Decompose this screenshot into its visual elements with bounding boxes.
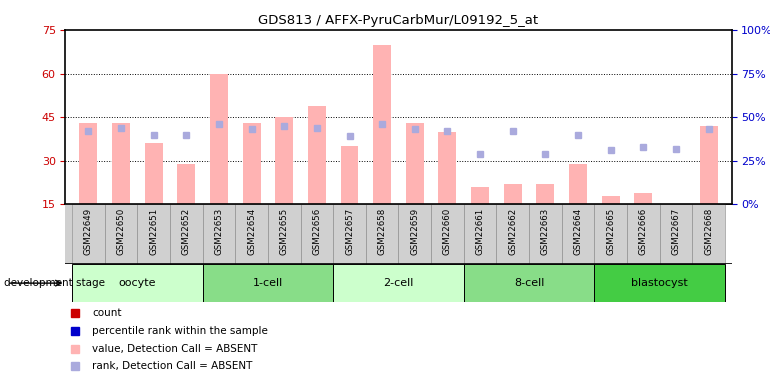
Text: GSM22662: GSM22662 (508, 207, 517, 255)
Bar (627, 204, 660, 264)
Text: GSM22663: GSM22663 (541, 207, 550, 255)
Text: GSM22660: GSM22660 (443, 207, 452, 255)
Bar (471, 187, 489, 204)
Bar (373, 45, 391, 204)
Bar (170, 204, 203, 264)
Bar (308, 106, 326, 204)
Text: blastocyst: blastocyst (631, 278, 688, 288)
Bar (660, 204, 692, 264)
Text: 2-cell: 2-cell (383, 278, 413, 288)
Text: GSM22655: GSM22655 (280, 207, 289, 255)
Bar (203, 264, 333, 302)
Text: GSM22661: GSM22661 (476, 207, 484, 255)
Bar (537, 184, 554, 204)
Text: GSM22653: GSM22653 (214, 207, 223, 255)
Text: GSM22658: GSM22658 (377, 207, 387, 255)
Bar (105, 204, 137, 264)
Text: value, Detection Call = ABSENT: value, Detection Call = ABSENT (92, 344, 257, 354)
Text: GSM22651: GSM22651 (149, 207, 158, 255)
Bar (594, 204, 627, 264)
Bar (137, 204, 170, 264)
Bar (79, 123, 97, 204)
Bar (431, 204, 464, 264)
Bar (601, 196, 620, 204)
Bar (112, 123, 130, 204)
Bar (438, 132, 457, 204)
Text: GSM22666: GSM22666 (639, 207, 648, 255)
Bar (594, 264, 725, 302)
Bar (72, 204, 105, 264)
Text: GSM22668: GSM22668 (704, 207, 713, 255)
Bar (464, 264, 594, 302)
Bar (145, 143, 162, 204)
Text: GSM22650: GSM22650 (116, 207, 126, 255)
Text: 8-cell: 8-cell (514, 278, 544, 288)
Title: GDS813 / AFFX-PyruCarbMur/L09192_5_at: GDS813 / AFFX-PyruCarbMur/L09192_5_at (259, 15, 538, 27)
Text: development stage: development stage (4, 278, 105, 288)
Text: GSM22664: GSM22664 (574, 207, 583, 255)
Bar (692, 204, 725, 264)
Bar (177, 164, 196, 204)
Text: GSM22652: GSM22652 (182, 207, 191, 255)
Bar (333, 204, 366, 264)
Bar (562, 204, 594, 264)
Text: rank, Detection Call = ABSENT: rank, Detection Call = ABSENT (92, 362, 253, 372)
Text: GSM22659: GSM22659 (410, 207, 420, 255)
Bar (210, 74, 228, 204)
Bar (497, 204, 529, 264)
Bar (399, 204, 431, 264)
Bar (333, 264, 464, 302)
Bar (275, 117, 293, 204)
Bar (235, 204, 268, 264)
Bar (464, 204, 497, 264)
Text: GSM22665: GSM22665 (606, 207, 615, 255)
Text: count: count (92, 308, 122, 318)
Bar (634, 193, 652, 204)
Bar (203, 204, 235, 264)
Text: GSM22654: GSM22654 (247, 207, 256, 255)
Bar (504, 184, 522, 204)
Text: 1-cell: 1-cell (253, 278, 283, 288)
Text: GSM22649: GSM22649 (84, 207, 93, 255)
Text: GSM22656: GSM22656 (313, 207, 321, 255)
Bar (569, 164, 587, 204)
Bar (667, 204, 685, 207)
Bar (243, 123, 260, 204)
Text: GSM22657: GSM22657 (345, 207, 354, 255)
Bar (406, 123, 424, 204)
Bar (700, 126, 718, 204)
Text: GSM22667: GSM22667 (671, 207, 681, 255)
Text: percentile rank within the sample: percentile rank within the sample (92, 326, 268, 336)
Bar (268, 204, 300, 264)
Bar (72, 264, 203, 302)
Bar (300, 204, 333, 264)
Bar (366, 204, 399, 264)
Bar (340, 146, 359, 204)
Bar (529, 204, 562, 264)
Text: oocyte: oocyte (119, 278, 156, 288)
